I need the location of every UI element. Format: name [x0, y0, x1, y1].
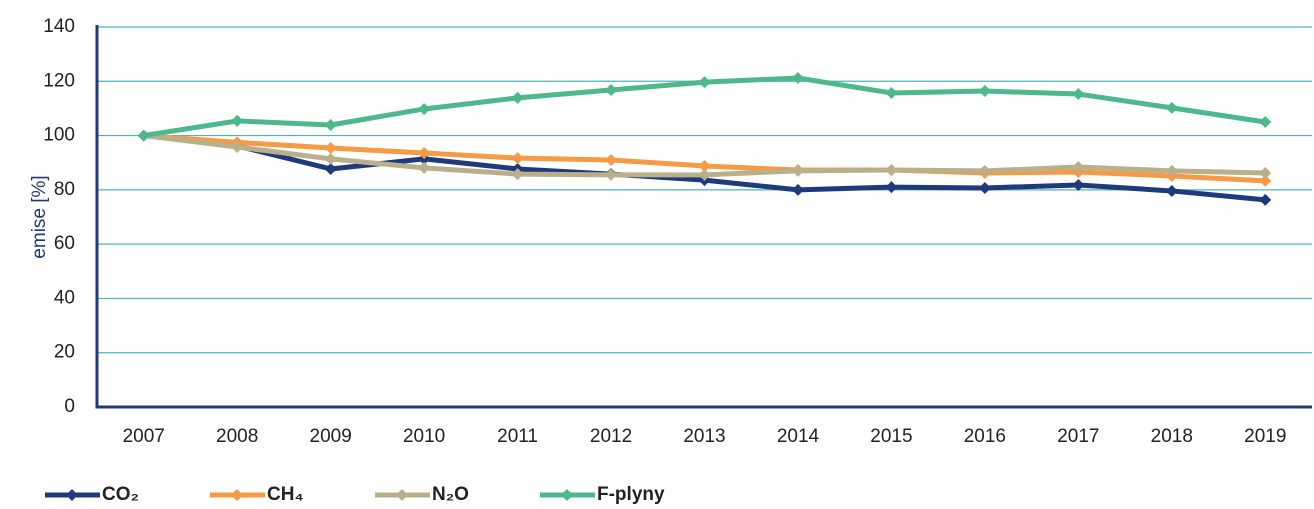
- data-point: [1072, 88, 1085, 101]
- x-tick-label: 2017: [1057, 426, 1099, 447]
- data-point: [791, 164, 804, 177]
- data-point: [885, 164, 898, 177]
- x-tick-label: 2008: [216, 426, 258, 447]
- x-tick-label: 2010: [403, 426, 445, 447]
- data-point: [418, 161, 431, 174]
- x-tick-label: 2007: [123, 426, 165, 447]
- data-point: [324, 118, 337, 131]
- data-point: [511, 91, 524, 104]
- y-tick-label: 80: [54, 179, 75, 200]
- data-point: [1259, 167, 1272, 180]
- data-point: [1259, 174, 1272, 187]
- y-tick-label: 120: [43, 70, 75, 91]
- data-point: [605, 83, 618, 96]
- legend-label: F-plyny: [597, 484, 665, 505]
- data-point: [698, 168, 711, 181]
- x-tick-label: 2012: [590, 426, 632, 447]
- x-tick-label: 2018: [1151, 426, 1193, 447]
- data-point: [231, 114, 244, 127]
- legend-marker: [396, 489, 408, 501]
- data-point: [1259, 116, 1272, 128]
- data-point: [511, 168, 524, 181]
- y-axis-label: emise [%]: [29, 175, 50, 258]
- data-point: [418, 102, 431, 115]
- data-point: [605, 168, 618, 181]
- data-point: [137, 129, 150, 142]
- x-tick-label: 2014: [777, 426, 820, 447]
- data-point: [1259, 193, 1272, 206]
- data-point: [1165, 101, 1178, 114]
- y-tick-label: 140: [43, 16, 75, 37]
- legend-marker: [231, 489, 243, 501]
- y-tick-label: 60: [54, 233, 75, 254]
- data-point: [885, 181, 898, 194]
- y-tick-label: 0: [64, 396, 75, 417]
- data-point: [1165, 164, 1178, 177]
- data-point: [231, 140, 244, 153]
- legend-label: CO₂: [102, 484, 139, 505]
- data-point: [791, 72, 804, 85]
- x-tick-label: 2019: [1244, 426, 1286, 447]
- data-point: [978, 164, 991, 177]
- x-tick-label: 2011: [497, 426, 538, 447]
- data-point: [1165, 184, 1178, 197]
- data-point: [978, 85, 991, 98]
- data-point: [885, 86, 898, 99]
- data-point: [324, 162, 337, 175]
- x-tick-label: 2013: [683, 426, 725, 447]
- y-tick-label: 20: [54, 342, 75, 363]
- y-tick-label: 40: [54, 287, 75, 308]
- data-point: [791, 183, 804, 196]
- data-point: [978, 181, 991, 194]
- data-point: [698, 159, 711, 172]
- data-point: [418, 146, 431, 159]
- data-point: [324, 152, 337, 165]
- x-tick-label: 2009: [310, 426, 352, 447]
- y-tick-label: 100: [43, 125, 75, 146]
- x-tick-label: 2015: [870, 426, 912, 447]
- data-point: [324, 142, 337, 155]
- legend-label: CH₄: [267, 484, 304, 505]
- x-tick-label: 2016: [964, 426, 1006, 447]
- legend-marker: [66, 489, 78, 501]
- legend-marker: [561, 489, 573, 501]
- legend-label: N₂O: [432, 484, 469, 505]
- data-point: [511, 152, 524, 165]
- data-point: [1072, 161, 1085, 174]
- data-point: [1072, 178, 1085, 191]
- data-point: [605, 154, 618, 166]
- data-point: [698, 76, 711, 89]
